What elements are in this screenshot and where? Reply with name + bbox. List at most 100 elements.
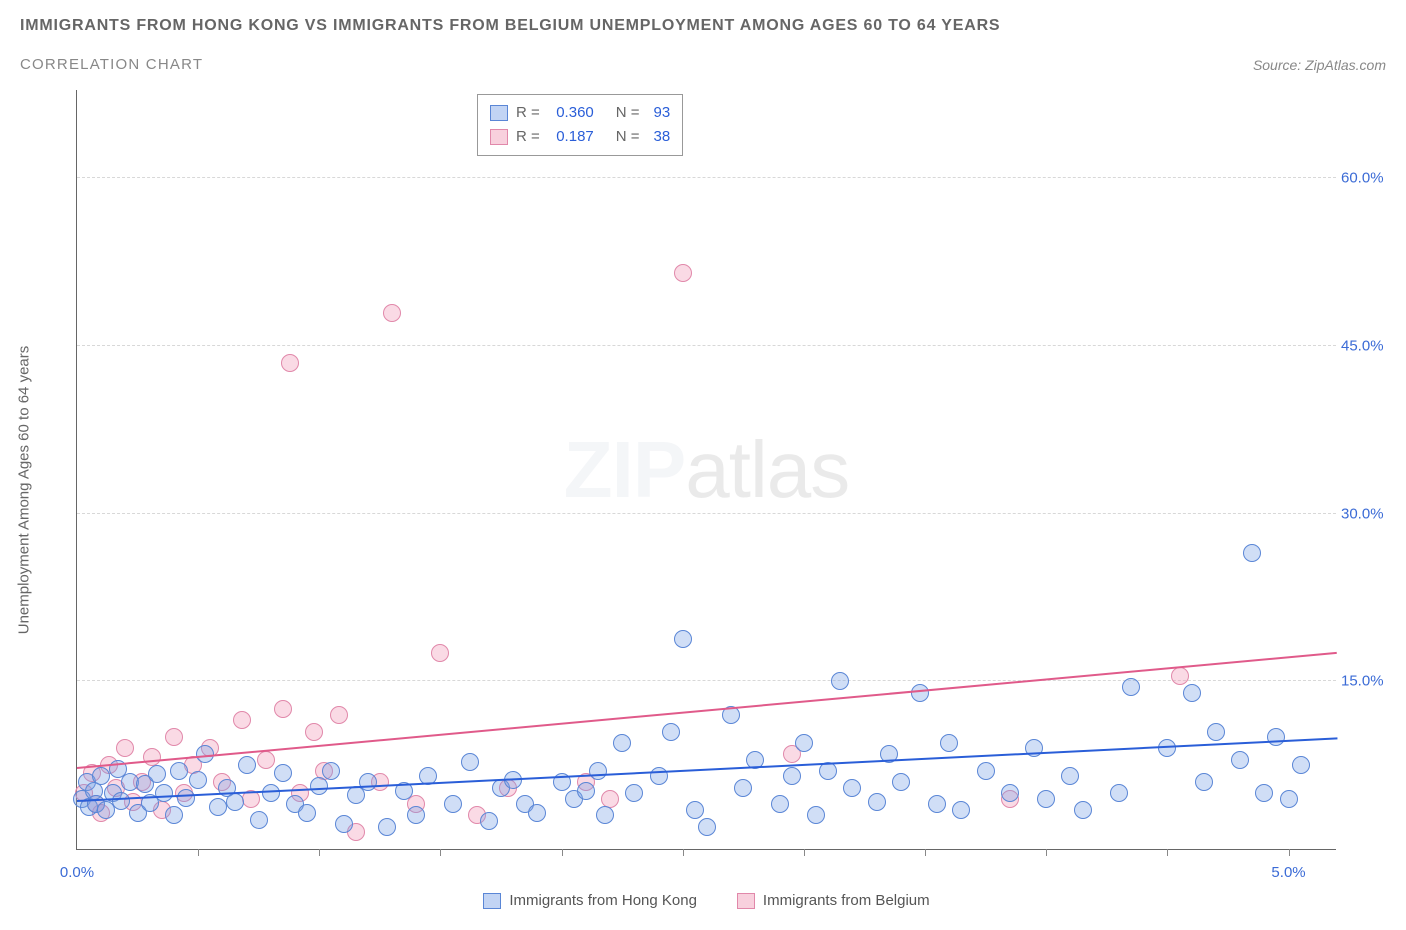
x-tick-mark [1046,849,1047,856]
stats-swatch [490,129,508,145]
gridline [77,513,1336,514]
scatter-point-be [143,748,161,766]
scatter-point-hk [112,792,130,810]
scatter-point-hk [1074,801,1092,819]
x-tick-mark [1289,849,1290,856]
scatter-point-hk [1280,790,1298,808]
scatter-point-hk [807,806,825,824]
scatter-point-hk [1061,767,1079,785]
watermark: ZIPatlas [564,424,849,516]
legend-label: Immigrants from Belgium [763,892,930,909]
stats-n-value: 38 [654,125,671,149]
chart-area: Unemployment Among Ages 60 to 64 years Z… [20,90,1386,910]
scatter-point-hk [177,789,195,807]
scatter-point-hk [1195,773,1213,791]
scatter-point-hk [625,784,643,802]
stats-n-value: 93 [654,101,671,125]
chart-title: IMMIGRANTS FROM HONG KONG VS IMMIGRANTS … [20,14,1386,38]
chart-subtitle: CORRELATION CHART [20,56,203,73]
scatter-point-hk [310,777,328,795]
scatter-point-hk [238,756,256,774]
scatter-point-hk [686,801,704,819]
x-tick-mark [440,849,441,856]
scatter-point-hk [189,771,207,789]
x-tick-label: 5.0% [1271,864,1305,881]
scatter-point-hk [359,773,377,791]
stats-n-eq: N = [616,125,640,149]
scatter-point-hk [613,734,631,752]
stats-r-value: 0.360 [548,101,594,125]
gridline [77,345,1336,346]
source-prefix: Source: [1253,57,1305,73]
scatter-point-hk [407,806,425,824]
y-tick-label: 15.0% [1341,673,1396,690]
y-tick-label: 60.0% [1341,170,1396,187]
scatter-point-hk [155,784,173,802]
scatter-point-hk [868,793,886,811]
trend-line-be [77,651,1337,768]
scatter-point-be [165,728,183,746]
scatter-point-hk [577,782,595,800]
x-tick-mark [1167,849,1168,856]
scatter-point-hk [596,806,614,824]
scatter-point-hk [250,811,268,829]
scatter-point-hk [1207,723,1225,741]
scatter-point-be [257,751,275,769]
stats-row: R = 0.187 N = 38 [490,125,670,149]
scatter-point-hk [892,773,910,791]
x-tick-mark [319,849,320,856]
legend-label: Immigrants from Hong Kong [509,892,697,909]
legend-swatch [737,893,755,909]
scatter-point-be [601,790,619,808]
scatter-point-hk [771,795,789,813]
scatter-point-hk [209,798,227,816]
source-name: ZipAtlas.com [1305,57,1386,73]
scatter-point-be [674,264,692,282]
x-tick-mark [925,849,926,856]
stats-row: R = 0.360 N = 93 [490,101,670,125]
stats-r-eq: R = [516,101,540,125]
scatter-point-hk [274,764,292,782]
stats-r-eq: R = [516,125,540,149]
scatter-point-hk [1231,751,1249,769]
stats-r-value: 0.187 [548,125,594,149]
stats-swatch [490,105,508,121]
scatter-point-hk [461,753,479,771]
y-tick-label: 30.0% [1341,505,1396,522]
scatter-point-hk [1001,784,1019,802]
scatter-point-be [1171,667,1189,685]
scatter-point-hk [783,767,801,785]
scatter-point-hk [480,812,498,830]
scatter-point-be [116,739,134,757]
gridline [77,177,1336,178]
scatter-point-hk [378,818,396,836]
scatter-point-be [330,706,348,724]
scatter-point-hk [674,630,692,648]
scatter-point-be [305,723,323,741]
legend: Immigrants from Hong Kong Immigrants from… [77,892,1336,909]
scatter-point-hk [298,804,316,822]
legend-item: Immigrants from Belgium [737,892,930,909]
scatter-point-hk [1183,684,1201,702]
legend-item: Immigrants from Hong Kong [483,892,697,909]
scatter-point-hk [1037,790,1055,808]
scatter-point-hk [1158,739,1176,757]
gridline [77,680,1336,681]
scatter-point-hk [589,762,607,780]
stats-n-eq: N = [616,101,640,125]
scatter-point-hk [335,815,353,833]
x-tick-mark [198,849,199,856]
scatter-point-hk [1110,784,1128,802]
scatter-point-be [383,304,401,322]
watermark-atlas: atlas [685,425,849,514]
scatter-point-hk [977,762,995,780]
scatter-point-hk [1267,728,1285,746]
legend-swatch [483,893,501,909]
x-tick-mark [562,849,563,856]
scatter-point-hk [795,734,813,752]
y-axis-label: Unemployment Among Ages 60 to 64 years [16,346,33,635]
scatter-point-hk [148,765,166,783]
scatter-point-be [431,644,449,662]
scatter-point-hk [165,806,183,824]
y-tick-label: 45.0% [1341,338,1396,355]
